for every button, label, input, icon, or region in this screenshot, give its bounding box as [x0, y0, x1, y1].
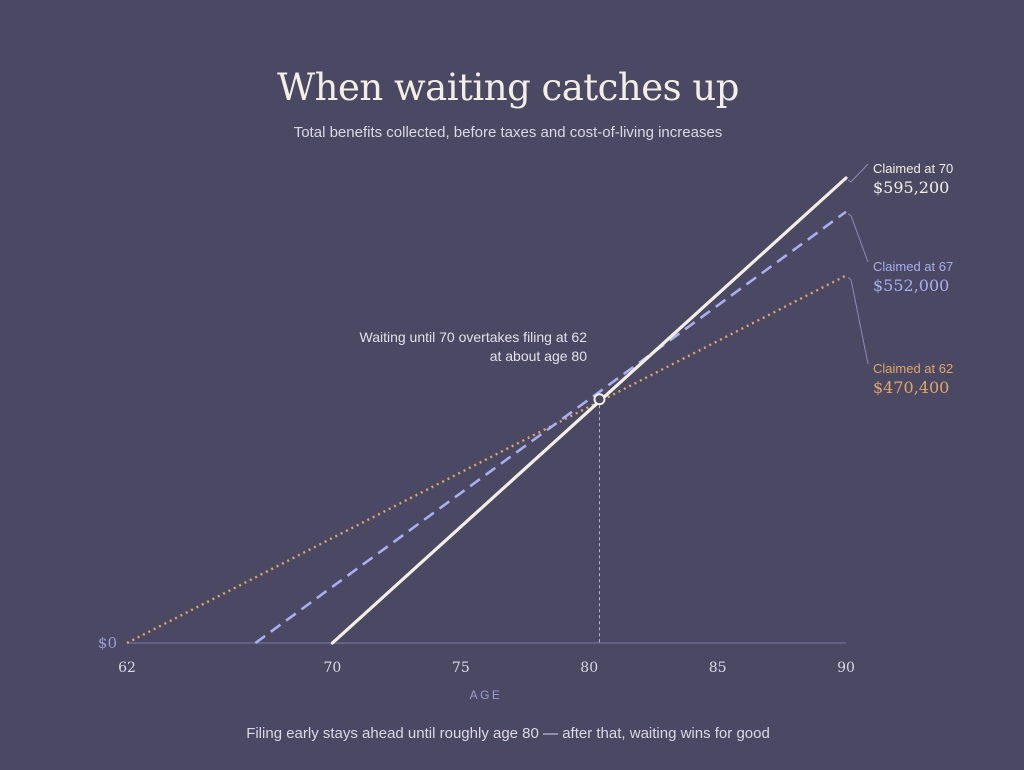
- axes-layer: $062 70 75 80 85 90: [98, 405, 855, 676]
- x-tick-label: 70: [324, 660, 342, 676]
- x-tick-label: 80: [580, 660, 598, 676]
- series-name-label: Claimed at 70: [873, 161, 953, 176]
- series-line-2: [254, 210, 847, 645]
- x-tick-label: 75: [452, 660, 470, 676]
- series-end-value-label: $470,400: [873, 378, 949, 397]
- series-layer: [126, 176, 848, 645]
- series-end-value-label: $595,200: [873, 178, 949, 197]
- chart-subtitle: Total benefits collected, before taxes a…: [293, 124, 723, 141]
- series-leader-line: [847, 163, 869, 183]
- series-leader-line: [847, 213, 869, 263]
- annotation-text: at about age 80: [490, 348, 588, 364]
- x-tick-label: 90: [837, 660, 855, 676]
- chart-title: When waiting catches up: [277, 66, 739, 109]
- chart-caption: Filing early stays ahead until roughly a…: [246, 725, 770, 742]
- series-line-1: [126, 274, 847, 645]
- x-tick-label: 62: [118, 660, 136, 676]
- series-name-label: Claimed at 67: [873, 259, 953, 274]
- crossover-marker: [593, 393, 606, 406]
- y-tick-label: $0: [98, 634, 117, 652]
- x-axis-label: AGE: [470, 688, 503, 702]
- labels-layer: Waiting until 70 overtakes filing at 62 a…: [360, 161, 954, 397]
- x-tick-label: 85: [709, 660, 727, 676]
- series-name-label: Claimed at 62: [873, 361, 953, 376]
- series-end-value-label: $552,000: [873, 276, 949, 295]
- series-leader-line: [847, 277, 869, 365]
- series-line-3: [330, 176, 848, 645]
- annotation-text: Waiting until 70 overtakes filing at 62: [360, 329, 588, 345]
